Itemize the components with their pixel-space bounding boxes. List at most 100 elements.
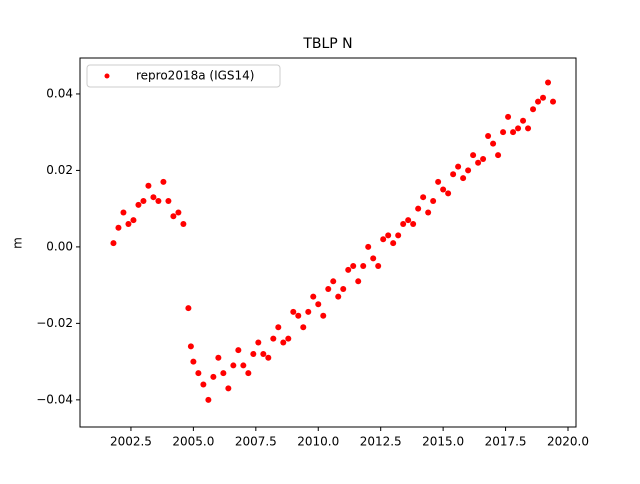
point <box>150 194 157 201</box>
point <box>175 209 182 216</box>
point <box>155 198 162 205</box>
point <box>190 358 197 365</box>
point <box>530 106 537 113</box>
x-tick-label: 2017.5 <box>485 435 527 449</box>
point <box>355 278 362 285</box>
point <box>435 178 442 185</box>
legend-marker <box>104 73 110 79</box>
point <box>380 236 387 243</box>
point <box>295 312 302 319</box>
point <box>370 255 377 262</box>
point <box>115 224 122 231</box>
x-tick-label: 2002.5 <box>110 435 152 449</box>
point <box>550 98 557 105</box>
point <box>170 213 177 220</box>
point <box>130 217 137 224</box>
plot-frame <box>79 57 577 428</box>
point <box>405 217 412 224</box>
point <box>490 140 497 147</box>
chart-title: TBLP N <box>302 36 352 52</box>
point <box>450 171 457 178</box>
legend-box <box>86 64 281 88</box>
point <box>480 155 487 162</box>
x-tick-label: 2012.5 <box>360 435 402 449</box>
point <box>260 350 267 357</box>
point <box>400 220 407 227</box>
point <box>440 186 447 193</box>
point <box>255 339 262 346</box>
point <box>270 335 277 342</box>
point <box>250 350 257 357</box>
point <box>185 305 192 312</box>
point <box>230 362 237 369</box>
point <box>325 285 332 292</box>
point <box>390 240 397 247</box>
x-tick-label: 2005.0 <box>172 435 214 449</box>
point <box>505 113 512 120</box>
y-tick-label: −0.04 <box>36 392 73 406</box>
point <box>275 324 282 331</box>
y-axis-label: m <box>11 237 25 249</box>
point <box>145 182 152 189</box>
point <box>340 285 347 292</box>
x-tick-label: 2020.0 <box>547 435 589 449</box>
y-tick-label: 0.02 <box>46 163 73 177</box>
point <box>385 232 392 239</box>
point <box>290 308 297 315</box>
point <box>195 370 202 377</box>
x-tick-label: 2010.0 <box>297 435 339 449</box>
point <box>245 370 252 377</box>
point <box>180 220 187 227</box>
point <box>235 347 242 354</box>
point <box>545 79 552 86</box>
point <box>125 220 132 227</box>
point <box>415 205 422 212</box>
point <box>515 125 522 132</box>
point <box>160 178 167 185</box>
point <box>500 129 507 136</box>
point <box>135 201 142 208</box>
point <box>285 335 292 342</box>
point <box>120 209 127 216</box>
point <box>425 209 432 216</box>
point <box>110 240 117 247</box>
point <box>165 198 172 205</box>
point <box>510 129 517 136</box>
legend-label: repro2018a (IGS14) <box>136 69 254 83</box>
point <box>205 396 212 403</box>
point <box>535 98 542 105</box>
point <box>495 152 502 159</box>
point <box>460 175 467 182</box>
x-tick-label: 2015.0 <box>422 435 464 449</box>
point <box>200 381 207 388</box>
point <box>315 301 322 308</box>
point <box>360 263 367 270</box>
point <box>187 343 194 350</box>
point <box>210 373 217 380</box>
point <box>525 125 532 132</box>
point <box>395 232 402 239</box>
point <box>520 117 527 124</box>
y-tick-label: −0.02 <box>36 316 73 330</box>
point <box>320 312 327 319</box>
point <box>330 278 337 285</box>
point <box>375 263 382 270</box>
point <box>430 198 437 205</box>
point <box>475 159 482 166</box>
point <box>410 220 417 227</box>
point <box>335 293 342 300</box>
y-tick-label: 0.00 <box>46 239 73 253</box>
point <box>455 163 462 170</box>
point <box>300 324 307 331</box>
point <box>215 354 222 361</box>
point <box>350 263 357 270</box>
point <box>365 243 372 250</box>
point <box>280 339 287 346</box>
point <box>445 190 452 197</box>
point <box>140 198 147 205</box>
point <box>345 266 352 273</box>
point <box>485 133 492 140</box>
point <box>420 194 427 201</box>
point <box>225 385 232 392</box>
